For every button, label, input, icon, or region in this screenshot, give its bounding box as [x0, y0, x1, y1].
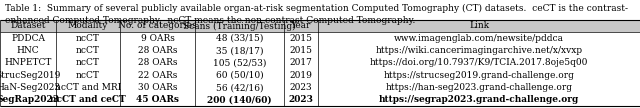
Text: HNPETCT: HNPETCT: [4, 58, 52, 67]
Text: ncCT: ncCT: [76, 46, 100, 55]
Text: 2015: 2015: [289, 34, 312, 43]
Text: https://wiki.cancerimagingarchive.net/x/xvxp: https://wiki.cancerimagingarchive.net/x/…: [376, 46, 582, 55]
Text: SegRap2023: SegRap2023: [0, 95, 60, 104]
Text: Dataset: Dataset: [10, 21, 46, 30]
Text: Scans (Training/Testing): Scans (Training/Testing): [183, 21, 296, 31]
Text: https://doi.org/10.7937/K9/TCIA.2017.8oje5q00: https://doi.org/10.7937/K9/TCIA.2017.8oj…: [370, 58, 588, 67]
Text: 2019: 2019: [289, 71, 312, 80]
Text: Table 1:  Summary of several publicly available organ-at-risk segmentation Compu: Table 1: Summary of several publicly ava…: [5, 4, 628, 13]
Text: 2023: 2023: [288, 95, 314, 104]
Text: ncCT and ceCT: ncCT and ceCT: [50, 95, 126, 104]
Text: Modality: Modality: [68, 21, 108, 30]
Text: Year: Year: [291, 21, 311, 30]
Text: PDDCA: PDDCA: [11, 34, 45, 43]
Text: https://han-seg2023.grand-challenge.org: https://han-seg2023.grand-challenge.org: [385, 83, 573, 92]
Text: 2023: 2023: [289, 83, 312, 92]
Text: 22 OARs: 22 OARs: [138, 71, 177, 80]
Text: 2017: 2017: [289, 58, 312, 67]
Text: ncCT and MRI: ncCT and MRI: [55, 83, 121, 92]
Text: HNC: HNC: [17, 46, 40, 55]
Text: StrucSeg2019: StrucSeg2019: [0, 71, 61, 80]
Text: No. of categories: No. of categories: [118, 21, 197, 30]
Text: enhanced Computed Tomography.  ncCT means the non-contrast Computed Tomography.: enhanced Computed Tomography. ncCT means…: [5, 16, 415, 25]
Text: www.imagenglab.com/newsite/pddca: www.imagenglab.com/newsite/pddca: [394, 34, 564, 43]
Text: HaN-Seg2023: HaN-Seg2023: [0, 83, 60, 92]
Text: 28 OARs: 28 OARs: [138, 46, 177, 55]
Text: Link: Link: [469, 21, 489, 30]
Text: 9 OARs: 9 OARs: [141, 34, 174, 43]
Text: https://segrap2023.grand-challenge.org: https://segrap2023.grand-challenge.org: [379, 95, 579, 104]
Text: ncCT: ncCT: [76, 71, 100, 80]
Text: 48 (33/15): 48 (33/15): [216, 34, 263, 43]
Text: 30 OARs: 30 OARs: [138, 83, 177, 92]
Text: 28 OARs: 28 OARs: [138, 58, 177, 67]
Text: 200 (140/60): 200 (140/60): [207, 95, 271, 104]
Bar: [0, 20, 640, 32]
Text: 2015: 2015: [289, 46, 312, 55]
Text: https://strucseg2019.grand-challenge.org: https://strucseg2019.grand-challenge.org: [383, 71, 575, 80]
Text: ncCT: ncCT: [76, 34, 100, 43]
Text: 35 (18/17): 35 (18/17): [216, 46, 263, 55]
Text: 45 OARs: 45 OARs: [136, 95, 179, 104]
Text: 60 (50/10): 60 (50/10): [216, 71, 263, 80]
Text: 105 (52/53): 105 (52/53): [212, 58, 266, 67]
Text: ncCT: ncCT: [76, 58, 100, 67]
Text: 56 (42/16): 56 (42/16): [216, 83, 263, 92]
